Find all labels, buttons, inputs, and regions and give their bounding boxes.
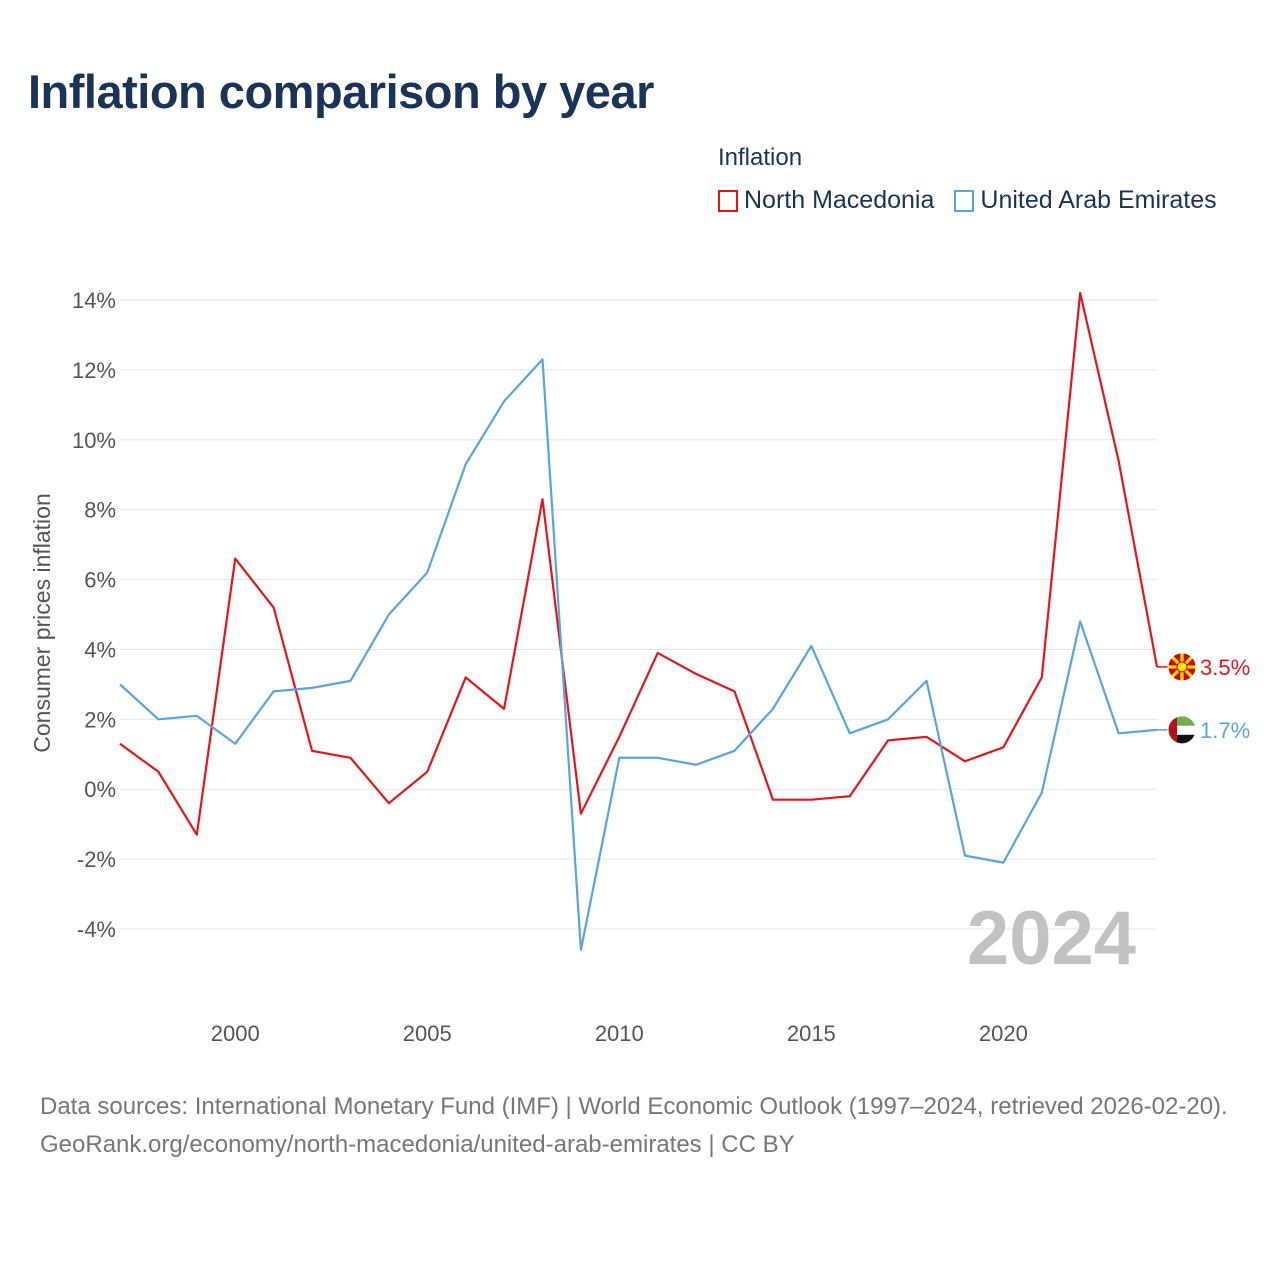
y-axis-label: Consumer prices inflation	[29, 493, 55, 753]
page-title: Inflation comparison by year	[28, 65, 654, 118]
x-tick-label: 2005	[403, 1021, 452, 1046]
credit-link[interactable]: GeoRank.org/economy/north-macedonia/unit…	[40, 1131, 795, 1158]
series-line-1[interactable]	[119, 358, 1158, 952]
y-tick-label: 10%	[72, 428, 116, 453]
legend-title: Inflation	[718, 144, 803, 171]
x-tick-label: 2010	[595, 1021, 644, 1046]
data-sources: Data sources: International Monetary Fun…	[40, 1093, 1228, 1120]
line-chart: 14%12%10%8%6%4%2%0%-2%-4% 2000 2005 2010 20…	[29, 288, 1250, 1046]
legend-swatch-uae	[954, 189, 975, 212]
y-tick-label: 0%	[84, 777, 116, 802]
legend-swatch-north-macedonia	[718, 189, 738, 212]
y-tick-label: 2%	[84, 707, 116, 732]
end-value-label: 1.7%	[1200, 718, 1250, 743]
series-line-0[interactable]	[119, 291, 1159, 836]
legend: North Macedonia United Arab Emirates	[718, 186, 1237, 215]
legend-item-uae[interactable]: United Arab Emirates	[954, 186, 1217, 215]
legend-label-uae: United Arab Emirates	[980, 186, 1217, 214]
legend-item-north-macedonia[interactable]: North Macedonia	[718, 186, 934, 215]
y-tick-label: 8%	[84, 498, 116, 523]
footer: Data sources: International Monetary Fun…	[40, 1088, 1250, 1164]
end-value-label: 3.5%	[1200, 655, 1250, 680]
north-macedonia-flag-icon	[1167, 652, 1197, 682]
series-lines	[119, 291, 1159, 952]
x-tick-label: 2020	[979, 1021, 1028, 1046]
y-tick-label: 14%	[72, 288, 116, 313]
y-tick-label: -4%	[77, 917, 116, 942]
legend-label-north-macedonia: North Macedonia	[744, 186, 935, 214]
x-tick-label: 2015	[787, 1021, 836, 1046]
y-tick-label: 4%	[84, 637, 116, 662]
y-tick-label: 12%	[72, 358, 116, 383]
uae-flag-icon	[1167, 715, 1197, 745]
end-labels: 3.5% 1.7%	[1157, 652, 1250, 745]
gridlines	[120, 299, 1157, 930]
x-axis-ticks: 2000 2005 2010 2015 2020	[211, 1021, 1028, 1046]
y-axis-ticks: 14% 12% 10% 8% 6% 4% 2% 0% -2% -4%	[72, 288, 116, 942]
x-tick-label: 2000	[211, 1021, 260, 1046]
year-watermark: 2024	[967, 896, 1136, 981]
y-tick-label: -2%	[77, 847, 116, 872]
y-tick-label: 6%	[84, 568, 116, 593]
